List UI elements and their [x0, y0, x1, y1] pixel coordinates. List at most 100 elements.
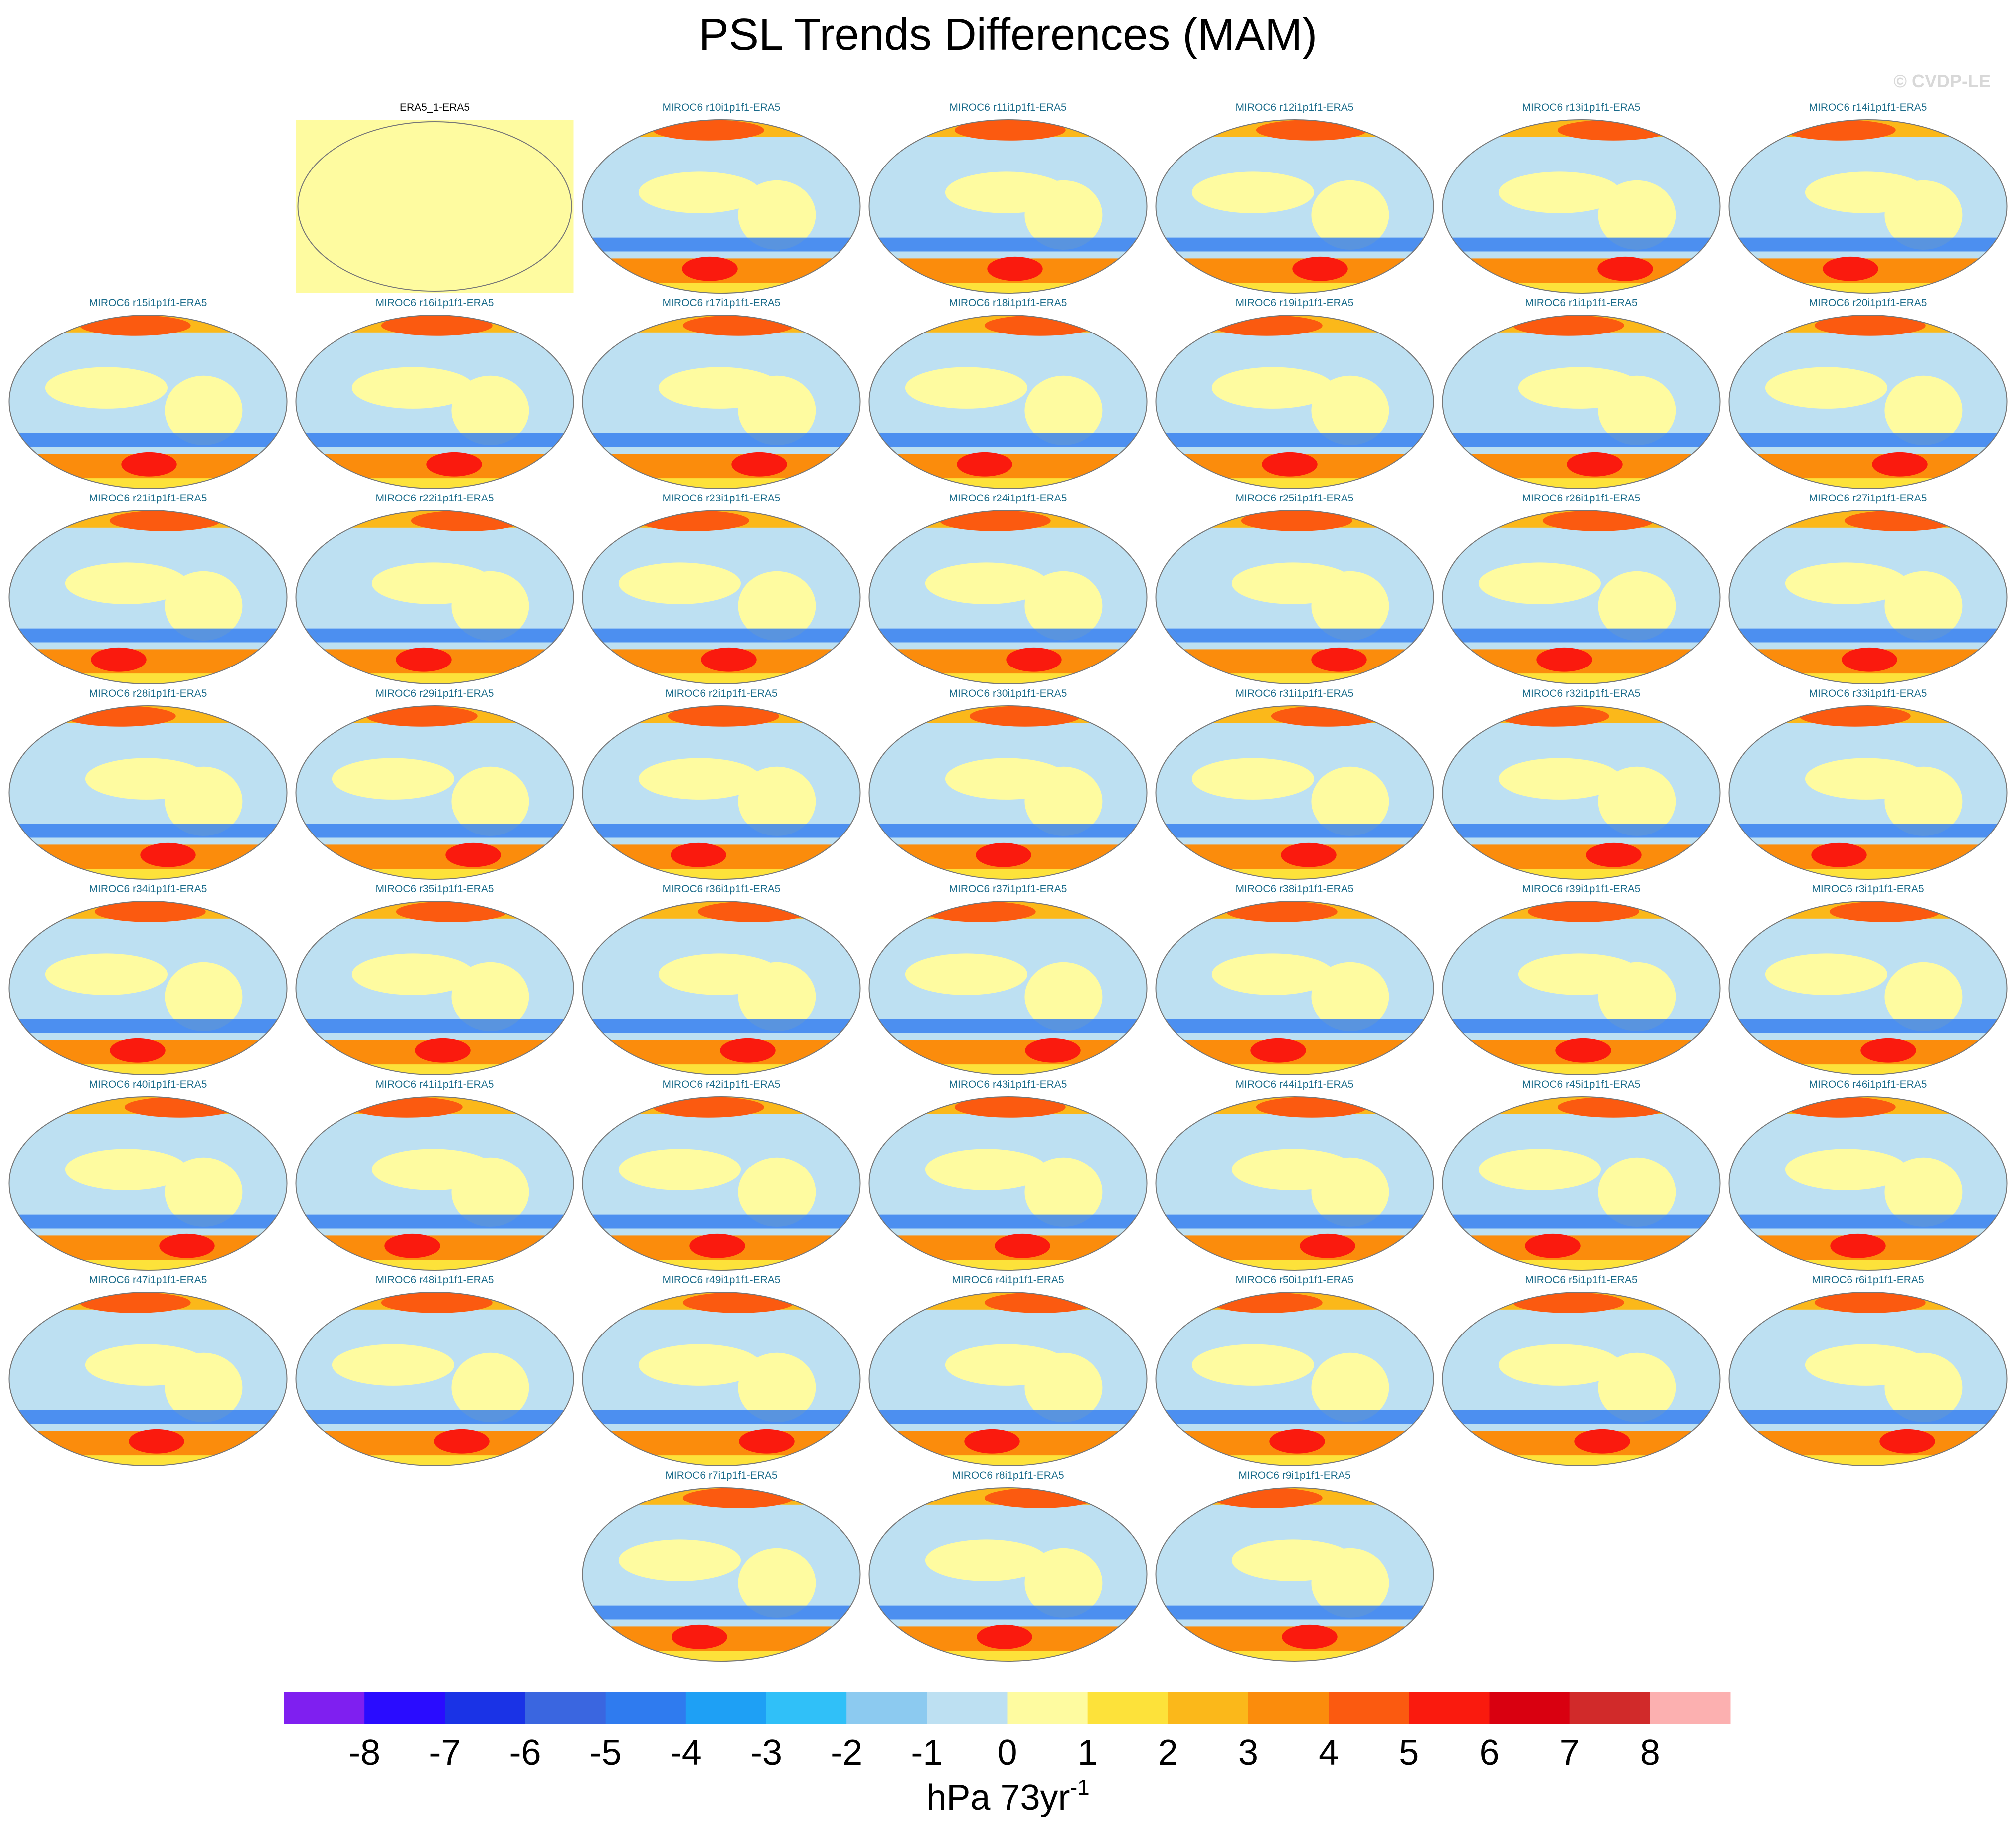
- map: [1156, 315, 1434, 489]
- field-blob: [1884, 1157, 1963, 1227]
- globe-outline: [1442, 315, 1721, 489]
- field-south-blue: [869, 1605, 1147, 1620]
- globe-outline: [868, 1096, 1148, 1271]
- panel-title: MIROC6 r36i1p1f1-ERA5: [663, 883, 781, 895]
- panel-title: MIROC6 r42i1p1f1-ERA5: [663, 1079, 781, 1090]
- field-north-blob: [969, 706, 1081, 727]
- field-pole: [9, 673, 287, 684]
- field-pole: [9, 1455, 287, 1466]
- colorbar-tick-label: -1: [911, 1733, 943, 1773]
- map: [582, 706, 860, 879]
- field-north-blob: [697, 901, 809, 922]
- colorbar-box: [927, 1692, 1008, 1724]
- panel-title: MIROC6 r6i1p1f1-ERA5: [1812, 1274, 1924, 1286]
- field-blob: [738, 180, 816, 250]
- colorbar-tick-label: -2: [831, 1733, 862, 1773]
- panel-title: MIROC6 r25i1p1f1-ERA5: [1236, 493, 1354, 504]
- field-south-blue: [1442, 628, 1720, 643]
- map: [1156, 706, 1434, 879]
- field-south-blob: [731, 452, 787, 477]
- panel-title: MIROC6 r7i1p1f1-ERA5: [665, 1470, 777, 1481]
- panel-title: MIROC6 r45i1p1f1-ERA5: [1522, 1079, 1641, 1090]
- panel-title: MIROC6 r28i1p1f1-ERA5: [89, 688, 207, 699]
- globe-outline: [295, 510, 574, 684]
- field-blob: [1598, 571, 1676, 641]
- field-blob: [638, 171, 761, 213]
- panel-title: MIROC6 r30i1p1f1-ERA5: [949, 688, 1067, 699]
- field-south-blob: [445, 842, 501, 867]
- globe-outline: [582, 705, 861, 880]
- globe-outline: [8, 705, 288, 880]
- field-blob: [1765, 367, 1887, 409]
- field-south-blob: [1269, 1429, 1325, 1454]
- field-south-blob: [434, 1429, 490, 1454]
- field-north-blob: [984, 315, 1096, 336]
- field-pole: [1442, 673, 1720, 684]
- map: [296, 1097, 574, 1270]
- panel-title: ERA5_1-ERA5: [400, 102, 470, 113]
- field-blob: [1884, 766, 1963, 836]
- field-south-blob: [1872, 452, 1928, 477]
- field-south-blue: [1442, 824, 1720, 838]
- field-blob: [1024, 766, 1103, 836]
- globe-outline: [1155, 901, 1434, 1075]
- globe-outline: [297, 121, 572, 292]
- field-south-blue: [1442, 1214, 1720, 1229]
- globe-outline: [868, 1292, 1148, 1466]
- field-blob: [1211, 367, 1334, 409]
- field-blob: [1024, 1157, 1103, 1227]
- map: [1156, 1097, 1434, 1270]
- field-pole: [1156, 1455, 1434, 1466]
- field-pole: [1156, 869, 1434, 879]
- field-blob: [618, 1539, 741, 1581]
- map: [9, 1292, 287, 1466]
- panel-title: MIROC6 r22i1p1f1-ERA5: [376, 493, 494, 504]
- map: [582, 510, 860, 684]
- field-south-blue: [582, 433, 860, 447]
- globe-outline: [582, 510, 861, 684]
- field-north-blob: [682, 1292, 794, 1313]
- map: [1729, 315, 2007, 489]
- globe-outline: [1728, 1096, 2008, 1271]
- map: [582, 315, 860, 489]
- field-pole: [1156, 1651, 1434, 1661]
- field-blob: [738, 962, 816, 1031]
- colorbar-tick-label: 8: [1640, 1733, 1660, 1773]
- field-south-blob: [671, 842, 726, 867]
- field-pole: [1156, 1260, 1434, 1270]
- field-south-blob: [689, 1233, 745, 1258]
- field-blob: [451, 571, 529, 641]
- globe-outline: [295, 901, 574, 1075]
- field-south-blue: [296, 824, 574, 838]
- field-south-blue: [869, 433, 1147, 447]
- field-blob: [165, 571, 243, 641]
- field-pole: [296, 1064, 574, 1075]
- field-south-blob: [91, 647, 147, 672]
- field-blob: [332, 758, 454, 800]
- globe-outline: [1442, 119, 1721, 294]
- panel-title: MIROC6 r15i1p1f1-ERA5: [89, 297, 207, 309]
- colorbar-box: [525, 1692, 606, 1724]
- field-south-blue: [582, 628, 860, 643]
- panel-title: MIROC6 r8i1p1f1-ERA5: [952, 1470, 1064, 1481]
- field-south-blob: [682, 256, 738, 281]
- field-blob: [1311, 1548, 1389, 1618]
- field-pole: [1442, 478, 1720, 489]
- field-south-blue: [296, 1214, 574, 1229]
- map: [1442, 1097, 1720, 1270]
- field-pole: [1156, 1064, 1434, 1075]
- globe-outline: [1155, 1487, 1434, 1662]
- field-blob: [65, 1149, 187, 1190]
- globe-outline: [868, 510, 1148, 684]
- field-blob: [1024, 375, 1103, 446]
- colorbar-box: [1569, 1692, 1651, 1724]
- field-south-blob: [121, 452, 177, 477]
- field-south-blue: [1442, 237, 1720, 252]
- colorbar-tick-label: 4: [1319, 1733, 1339, 1773]
- panel-title: MIROC6 r29i1p1f1-ERA5: [376, 688, 494, 699]
- field-blob: [1024, 571, 1103, 641]
- field-north-blob: [1256, 1097, 1367, 1118]
- colorbar-tick-label: 6: [1479, 1733, 1499, 1773]
- field-blob: [165, 766, 243, 836]
- field-pole: [1156, 673, 1434, 684]
